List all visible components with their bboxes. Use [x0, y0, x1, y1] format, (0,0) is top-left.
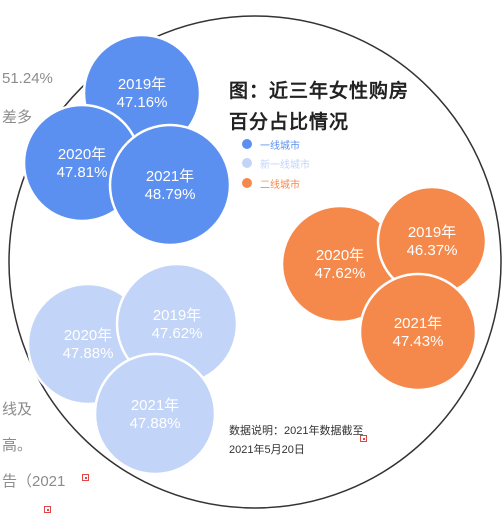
- bubble-year-label: 2019年: [153, 307, 201, 324]
- bubble-value-label: 47.62%: [315, 265, 366, 282]
- bubble-value-label: 47.81%: [57, 164, 108, 181]
- legend-label: 二线城市: [260, 179, 300, 191]
- text-marker-icon: [82, 474, 89, 481]
- legend-item-tier2: 二线城市: [242, 176, 300, 191]
- background-text-5: 告（2021: [2, 473, 66, 490]
- legend-swatch: [242, 178, 252, 188]
- bubble-year-label: 2021年: [394, 315, 442, 332]
- data-note-line2: 2021年5月20日: [229, 444, 305, 456]
- bubble-value-label: 47.43%: [393, 333, 444, 350]
- bubble-year-label: 2020年: [58, 146, 106, 163]
- bubble-value-label: 48.79%: [145, 186, 196, 203]
- chart-title-line2: 百分占比情况: [229, 112, 350, 133]
- bubble-1-2: [93, 352, 217, 476]
- bubble-value-label: 46.37%: [407, 242, 458, 259]
- bubble-year-label: 2019年: [118, 76, 166, 93]
- legend-label: 一线城市: [260, 140, 300, 152]
- background-text-1: 51.24%: [2, 70, 53, 87]
- background-text-2: 差多: [2, 109, 33, 126]
- legend-item-tier1: 一线城市: [242, 137, 300, 152]
- bubble-year-label: 2020年: [316, 247, 364, 264]
- text-marker-icon: [360, 435, 367, 442]
- background-text-3: 线及: [2, 401, 33, 418]
- bubble-year-label: 2019年: [408, 224, 456, 241]
- bubble-year-label: 2021年: [131, 397, 179, 414]
- bubble-2-2: [358, 272, 478, 392]
- data-note-line1: 数据说明：2021年数据截至: [229, 425, 364, 437]
- bubble-year-label: 2020年: [64, 327, 112, 344]
- background-text-4: 高。: [2, 437, 33, 454]
- legend-label: 新一线城市: [260, 159, 310, 171]
- bubble-value-label: 47.62%: [152, 325, 203, 342]
- bubble-0-2: [108, 123, 232, 247]
- bubble-value-label: 47.88%: [130, 415, 181, 432]
- legend-swatch: [242, 158, 252, 168]
- bubble-value-label: 47.16%: [117, 94, 168, 111]
- bubble-year-label: 2021年: [146, 168, 194, 185]
- chart-title-line1: 图：近三年女性购房: [229, 81, 410, 102]
- legend-swatch: [242, 139, 252, 149]
- legend-item-new-tier1: 新一线城市: [242, 156, 310, 171]
- bubble-value-label: 47.88%: [63, 345, 114, 362]
